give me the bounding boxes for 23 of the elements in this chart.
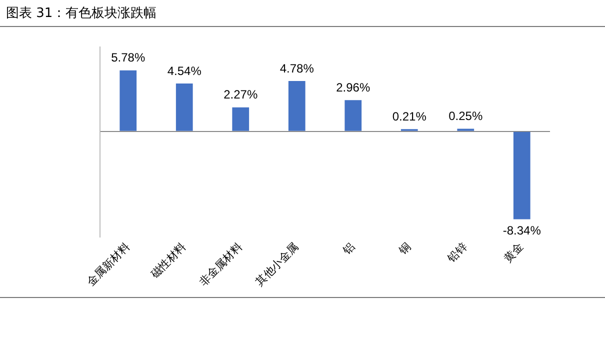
bar <box>344 100 362 131</box>
bar <box>232 107 250 131</box>
x-tick-label: 铜 <box>396 240 414 258</box>
x-tick-label: 铅锌 <box>444 240 470 266</box>
data-label: 2.96% <box>336 80 370 94</box>
x-tick-label: 非金属材料 <box>196 240 245 288</box>
data-label: 0.21% <box>392 109 427 124</box>
bar <box>513 132 530 220</box>
x-tick-label: 铝 <box>340 240 358 258</box>
x-tick-label: 磁性材料 <box>148 240 189 282</box>
x-tick-label: 金属新材料 <box>84 240 132 288</box>
bar <box>120 70 137 131</box>
data-label: -8.34% <box>502 224 542 238</box>
chart-title: 图表 31：有色板块涨跌幅 <box>0 0 605 27</box>
x-tick-label: 其他小金属 <box>252 240 302 288</box>
data-label: 5.78% <box>111 50 146 65</box>
x-tick-label: 黄金 <box>501 240 526 266</box>
bar <box>176 83 193 131</box>
data-label: 4.54% <box>167 64 202 78</box>
data-label: 4.78% <box>280 61 314 76</box>
data-label: 0.25% <box>448 109 483 124</box>
bar <box>288 80 306 131</box>
data-label: 2.27% <box>224 88 258 102</box>
